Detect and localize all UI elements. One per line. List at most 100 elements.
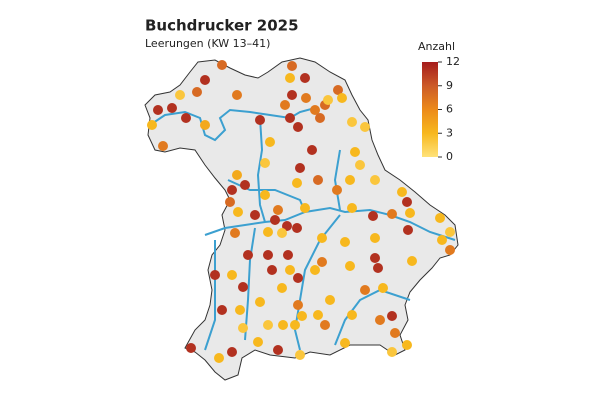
site-dot (370, 175, 380, 185)
site-dot (278, 320, 288, 330)
site-dot (360, 285, 370, 295)
site-dot (445, 245, 455, 255)
site-dot (283, 250, 293, 260)
site-dot (295, 350, 305, 360)
site-dot (293, 122, 303, 132)
site-dot (292, 178, 302, 188)
site-dot (277, 228, 287, 238)
site-dot (405, 208, 415, 218)
site-dot (390, 328, 400, 338)
site-dot (292, 223, 302, 233)
site-dot (282, 221, 292, 231)
site-dot (293, 300, 303, 310)
site-dot (250, 210, 260, 220)
site-dot (186, 343, 196, 353)
site-dot (325, 295, 335, 305)
legend-tick-label: 12 (446, 55, 460, 68)
site-dot (277, 283, 287, 293)
site-dot (290, 320, 300, 330)
site-dot (375, 315, 385, 325)
site-dot (255, 115, 265, 125)
site-dot (345, 261, 355, 271)
site-dot (200, 120, 210, 130)
site-dot (307, 145, 317, 155)
legend-tick-label: 9 (446, 79, 453, 92)
region-outline (144, 57, 459, 381)
legend-tick-label: 0 (446, 150, 453, 163)
site-dot (153, 105, 163, 115)
site-dot (403, 225, 413, 235)
site-dot (240, 180, 250, 190)
title: Buchdrucker 2025 (145, 17, 299, 35)
site-dot (355, 160, 365, 170)
site-dot (285, 265, 295, 275)
site-dot (273, 205, 283, 215)
site-dot (175, 90, 185, 100)
site-dot (265, 137, 275, 147)
site-dot (214, 353, 224, 363)
site-dot (263, 227, 273, 237)
legend-title: Anzahl (418, 40, 455, 53)
site-dot (310, 105, 320, 115)
site-dot (210, 270, 220, 280)
site-dot (347, 203, 357, 213)
site-dot (232, 170, 242, 180)
site-dot (243, 250, 253, 260)
site-dot (263, 250, 273, 260)
site-dot (407, 256, 417, 266)
site-dot (300, 73, 310, 83)
site-dot (225, 197, 235, 207)
site-dot (340, 338, 350, 348)
site-dot (238, 323, 248, 333)
site-dot (270, 215, 280, 225)
site-dot (285, 73, 295, 83)
site-dot (397, 187, 407, 197)
site-dot (267, 265, 277, 275)
site-dot (323, 95, 333, 105)
site-dot (387, 209, 397, 219)
site-dot (313, 175, 323, 185)
site-dot (317, 233, 327, 243)
site-dot (378, 283, 388, 293)
site-dot (370, 253, 380, 263)
site-dot (317, 257, 327, 267)
site-dot (235, 305, 245, 315)
site-dot (238, 282, 248, 292)
site-dot (368, 211, 378, 221)
site-dot (402, 340, 412, 350)
site-dot (260, 158, 270, 168)
site-dot (332, 185, 342, 195)
site-dot (293, 273, 303, 283)
site-dot (310, 265, 320, 275)
site-dot (347, 117, 357, 127)
site-dot (147, 120, 157, 130)
site-dot (337, 93, 347, 103)
site-dot (227, 270, 237, 280)
site-dot (301, 93, 311, 103)
site-dot (217, 305, 227, 315)
site-dot (340, 237, 350, 247)
site-dot (253, 337, 263, 347)
site-dot (320, 320, 330, 330)
site-dot (297, 311, 307, 321)
site-dot (300, 203, 310, 213)
site-dot (287, 61, 297, 71)
site-dot (263, 320, 273, 330)
site-dot (333, 85, 343, 95)
site-dot (347, 310, 357, 320)
site-dot (181, 113, 191, 123)
site-dot (402, 197, 412, 207)
site-dot (350, 147, 360, 157)
site-dot (387, 347, 397, 357)
site-dot (230, 228, 240, 238)
site-dot (233, 207, 243, 217)
site-dot (232, 90, 242, 100)
site-dot (313, 310, 323, 320)
site-dot (158, 141, 168, 151)
site-dot (287, 90, 297, 100)
site-dot (167, 103, 177, 113)
site-dot (285, 113, 295, 123)
site-dot (255, 297, 265, 307)
site-dot (315, 113, 325, 123)
